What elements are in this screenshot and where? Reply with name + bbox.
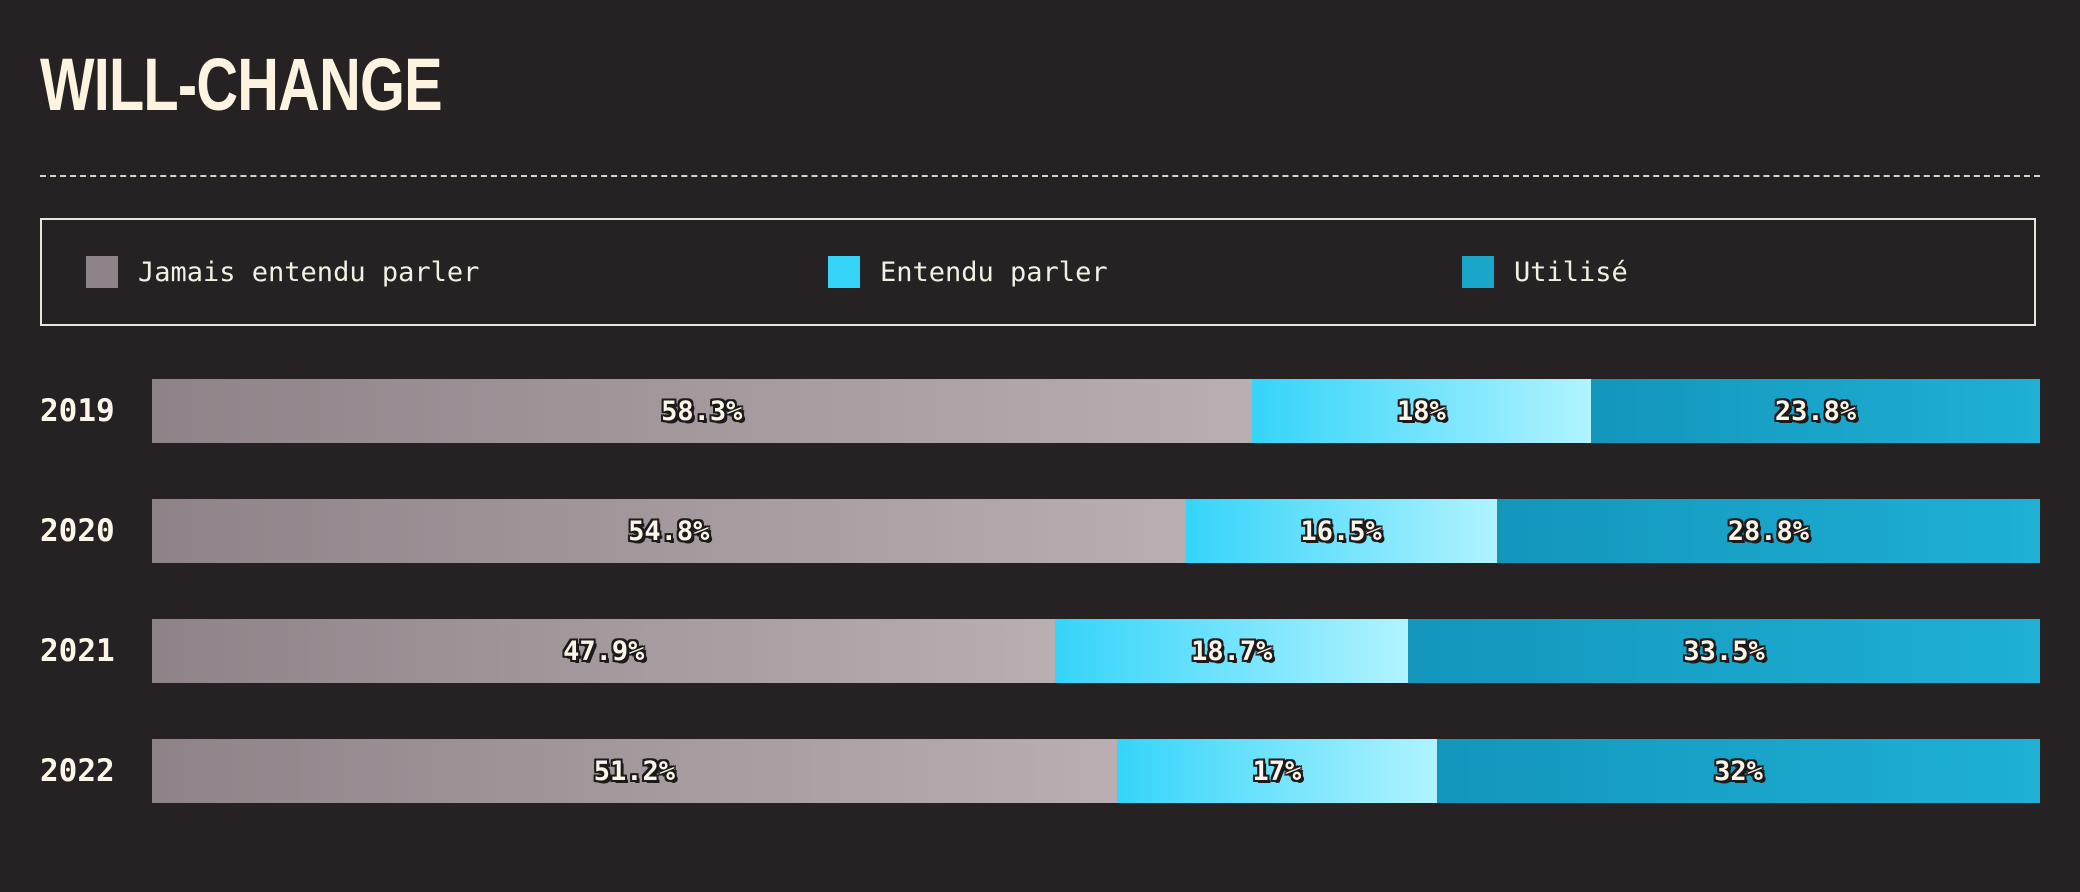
title-divider — [40, 175, 2040, 177]
bar-segment-never-heard-2022[interactable]: 51.2% — [152, 739, 1117, 803]
row-label-2022: 2022 — [40, 753, 115, 789]
legend-swatch-used — [1462, 256, 1494, 288]
chart-title: WILL-CHANGE — [40, 43, 443, 126]
bar-segment-heard-2021[interactable]: 18.7% — [1055, 619, 1409, 683]
bar-segment-never-heard-2021[interactable]: 47.9% — [152, 619, 1056, 683]
bar-segment-heard-2019[interactable]: 18% — [1251, 379, 1592, 443]
bar-2020: 54.8% 16.5% 28.8% — [152, 499, 2040, 563]
data-label-heard-2020: 16.5% — [1300, 515, 1382, 547]
legend-item-heard[interactable]: Entendu parler — [828, 220, 1108, 324]
bar-segment-heard-2022[interactable]: 17% — [1116, 739, 1438, 803]
data-label-never-heard-2022: 51.2% — [593, 755, 675, 787]
data-label-used-2021: 33.5% — [1683, 635, 1765, 667]
bar-2019: 58.3% 18% 23.8% — [152, 379, 2040, 443]
bar-segment-heard-2020[interactable]: 16.5% — [1185, 499, 1497, 563]
data-label-used-2019: 23.8% — [1774, 395, 1857, 427]
data-label-heard-2022: 17% — [1252, 755, 1302, 787]
bar-segment-never-heard-2020[interactable]: 54.8% — [152, 499, 1186, 563]
bar-segment-never-heard-2019[interactable]: 58.3% — [152, 379, 1252, 443]
data-label-heard-2019: 18% — [1396, 395, 1446, 427]
bar-2022: 51.2% 17% 32% — [152, 739, 2040, 803]
legend-label-heard: Entendu parler — [880, 256, 1108, 288]
data-label-used-2020: 28.8% — [1727, 515, 1810, 547]
bar-segment-used-2022[interactable]: 32% — [1437, 739, 2040, 803]
bar-segment-used-2019[interactable]: 23.8% — [1591, 379, 2040, 443]
legend: Jamais entendu parler Entendu parler Uti… — [40, 218, 2036, 326]
legend-label-never-heard: Jamais entendu parler — [138, 256, 480, 288]
row-label-2021: 2021 — [40, 633, 115, 669]
bar-segment-used-2021[interactable]: 33.5% — [1408, 619, 2040, 683]
data-label-never-heard-2019: 58.3% — [661, 395, 743, 427]
bar-segment-used-2020[interactable]: 28.8% — [1496, 499, 2040, 563]
legend-item-used[interactable]: Utilisé — [1462, 220, 1628, 324]
legend-swatch-heard — [828, 256, 860, 288]
data-label-never-heard-2020: 54.8% — [628, 515, 710, 547]
data-label-never-heard-2021: 47.9% — [563, 635, 645, 667]
row-label-2020: 2020 — [40, 513, 115, 549]
data-label-heard-2021: 18.7% — [1191, 635, 1273, 667]
legend-label-used: Utilisé — [1514, 256, 1628, 288]
data-label-used-2022: 32% — [1714, 755, 1763, 787]
row-label-2019: 2019 — [40, 393, 115, 429]
legend-swatch-never-heard — [86, 256, 118, 288]
bar-2021: 47.9% 18.7% 33.5% — [152, 619, 2040, 683]
legend-item-never-heard[interactable]: Jamais entendu parler — [86, 220, 479, 324]
